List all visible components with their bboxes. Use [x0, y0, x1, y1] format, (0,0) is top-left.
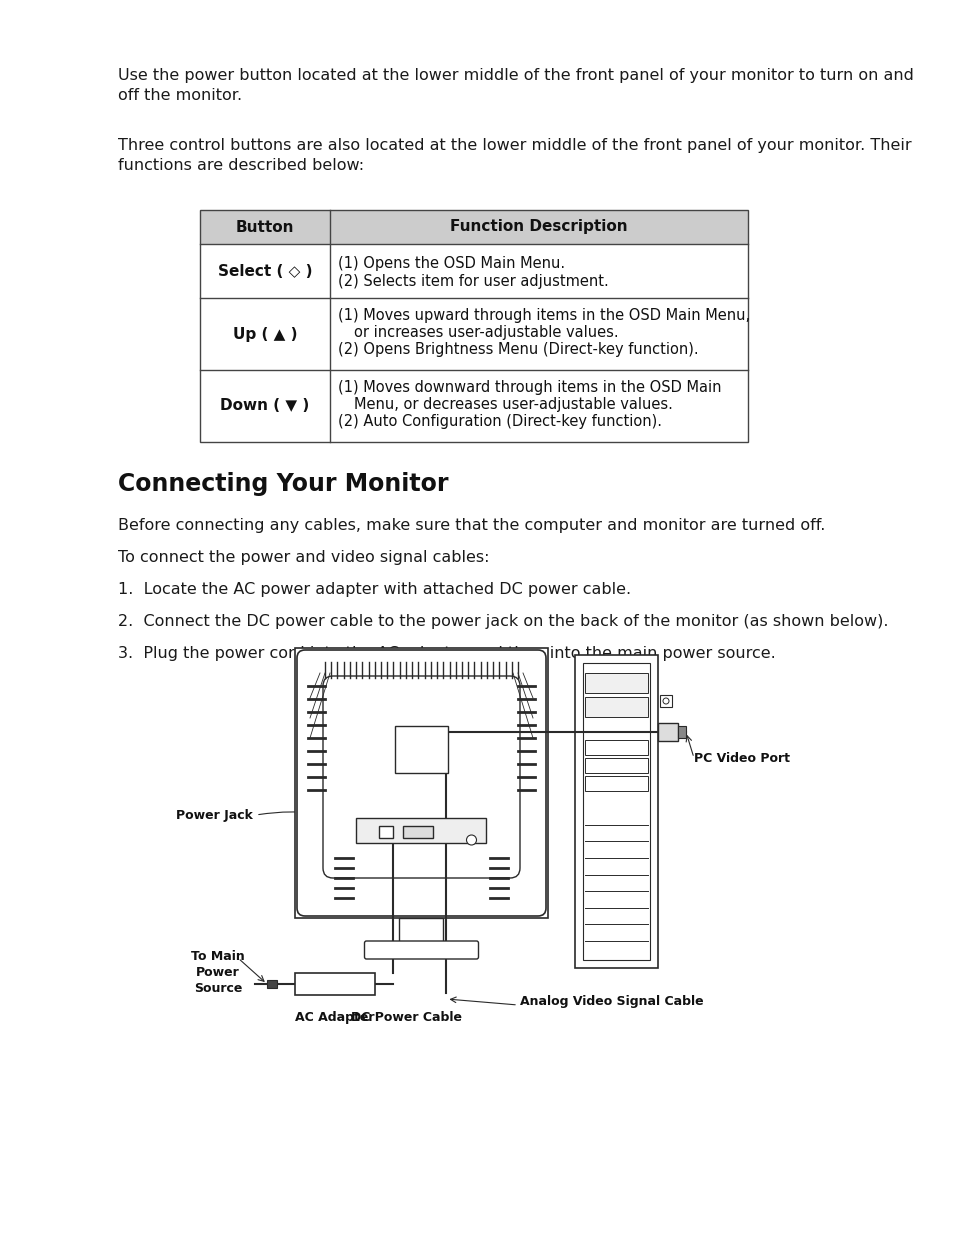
Text: (2) Auto Configuration (Direct-key function).: (2) Auto Configuration (Direct-key funct…	[337, 414, 661, 429]
Text: Button: Button	[235, 220, 294, 235]
Bar	[294, 973, 375, 995]
Text: To Main
Power
Source: To Main Power Source	[191, 950, 245, 995]
Text: Use the power button located at the lower middle of the front panel of your moni: Use the power button located at the lowe…	[118, 68, 913, 103]
Bar	[659, 695, 671, 706]
Bar	[575, 655, 658, 968]
Text: 3.  Plug the power cord into the AC adapter and then into the main power source.: 3. Plug the power cord into the AC adapt…	[118, 646, 775, 661]
Bar	[678, 726, 685, 739]
Bar	[584, 697, 647, 718]
Text: (2) Selects item for user adjustment.: (2) Selects item for user adjustment.	[337, 274, 608, 289]
Bar	[403, 826, 433, 839]
Bar	[200, 210, 747, 245]
Text: Power Jack: Power Jack	[176, 809, 253, 821]
Text: Function Description: Function Description	[450, 220, 627, 235]
Text: Select ( ◇ ): Select ( ◇ )	[217, 263, 312, 279]
Bar	[395, 726, 448, 773]
Bar	[379, 826, 393, 839]
Text: or increases user-adjustable values.: or increases user-adjustable values.	[354, 325, 618, 340]
FancyBboxPatch shape	[364, 941, 478, 960]
Circle shape	[662, 698, 668, 704]
Bar	[584, 673, 647, 693]
Text: (1) Moves downward through items in the OSD Main: (1) Moves downward through items in the …	[337, 380, 720, 395]
Text: 1.  Locate the AC power adapter with attached DC power cable.: 1. Locate the AC power adapter with atta…	[118, 582, 631, 597]
Bar	[267, 981, 276, 988]
Text: Before connecting any cables, make sure that the computer and monitor are turned: Before connecting any cables, make sure …	[118, 517, 824, 534]
Text: PC Video Port: PC Video Port	[693, 752, 789, 764]
Text: Analog Video Signal Cable: Analog Video Signal Cable	[519, 995, 703, 1008]
Text: (1) Opens the OSD Main Menu.: (1) Opens the OSD Main Menu.	[337, 256, 564, 270]
Text: (2) Opens Brightness Menu (Direct-key function).: (2) Opens Brightness Menu (Direct-key fu…	[337, 342, 698, 357]
Text: 2.  Connect the DC power cable to the power jack on the back of the monitor (as : 2. Connect the DC power cable to the pow…	[118, 614, 887, 629]
FancyBboxPatch shape	[296, 650, 545, 916]
Text: To connect the power and video signal cables:: To connect the power and video signal ca…	[118, 550, 489, 564]
Circle shape	[466, 835, 476, 845]
Bar	[658, 722, 678, 741]
FancyBboxPatch shape	[323, 676, 519, 878]
Bar	[584, 776, 647, 790]
Text: Three control buttons are also located at the lower middle of the front panel of: Three control buttons are also located a…	[118, 138, 911, 173]
Bar	[399, 918, 443, 944]
Text: Connecting Your Monitor: Connecting Your Monitor	[118, 472, 448, 496]
Bar	[584, 740, 647, 755]
Bar	[356, 818, 486, 844]
Bar	[200, 210, 747, 442]
Bar	[582, 663, 649, 960]
Text: (1) Moves upward through items in the OSD Main Menu,: (1) Moves upward through items in the OS…	[337, 308, 749, 324]
Text: DC Power Cable: DC Power Cable	[351, 1011, 461, 1024]
Bar	[294, 648, 547, 918]
Bar	[584, 758, 647, 773]
Text: Up ( ▲ ): Up ( ▲ )	[233, 326, 297, 342]
Text: Menu, or decreases user-adjustable values.: Menu, or decreases user-adjustable value…	[354, 396, 672, 412]
Text: Down ( ▼ ): Down ( ▼ )	[220, 399, 310, 414]
Text: AC Adapter: AC Adapter	[294, 1011, 375, 1024]
